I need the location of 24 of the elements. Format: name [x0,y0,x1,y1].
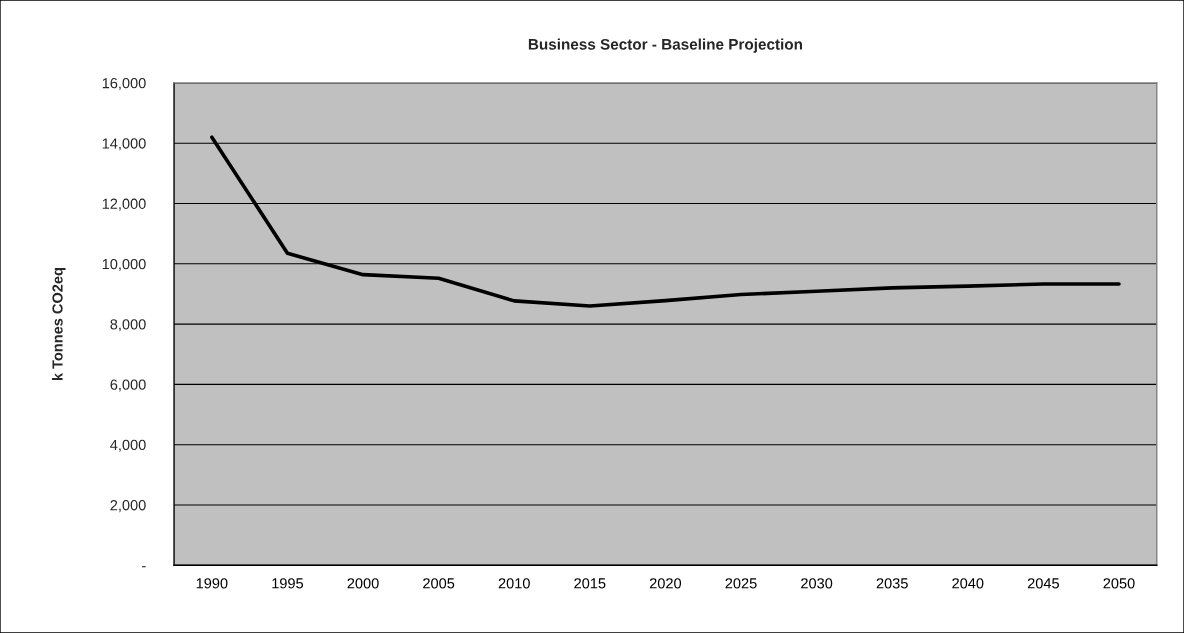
x-tick-label: 1990 [196,578,228,589]
y-tick-label: - [142,566,146,568]
y-tick-label: 4,000 [110,439,146,452]
x-tick-label: 2040 [952,578,984,589]
y-tick-label: 2,000 [110,500,146,513]
y-tick-label: 8,000 [110,319,146,332]
x-tick-label: 2000 [347,578,379,589]
y-axis-title: k Tonnes CO2eq [51,268,66,381]
y-tick-label: 14,000 [102,138,146,151]
x-tick-label: 2035 [876,578,908,589]
x-tick-label: 2015 [574,578,606,589]
y-tick-label: 6,000 [110,379,146,392]
x-tick-label: 2050 [1103,578,1135,589]
x-tick-label: 2005 [423,578,455,589]
x-tick-label: 2010 [498,578,530,589]
x-tick-label: 2025 [725,578,757,589]
y-tick-label: 10,000 [102,258,146,271]
y-tick-label: 12,000 [102,198,146,211]
x-tick-label: 2045 [1027,578,1059,589]
x-tick-label: 1995 [272,578,304,589]
y-tick-label: 16,000 [102,78,146,91]
chart-title: Business Sector - Baseline Projection [528,38,803,53]
x-tick-label: 2030 [801,578,833,589]
x-tick-label: 2020 [649,578,682,589]
